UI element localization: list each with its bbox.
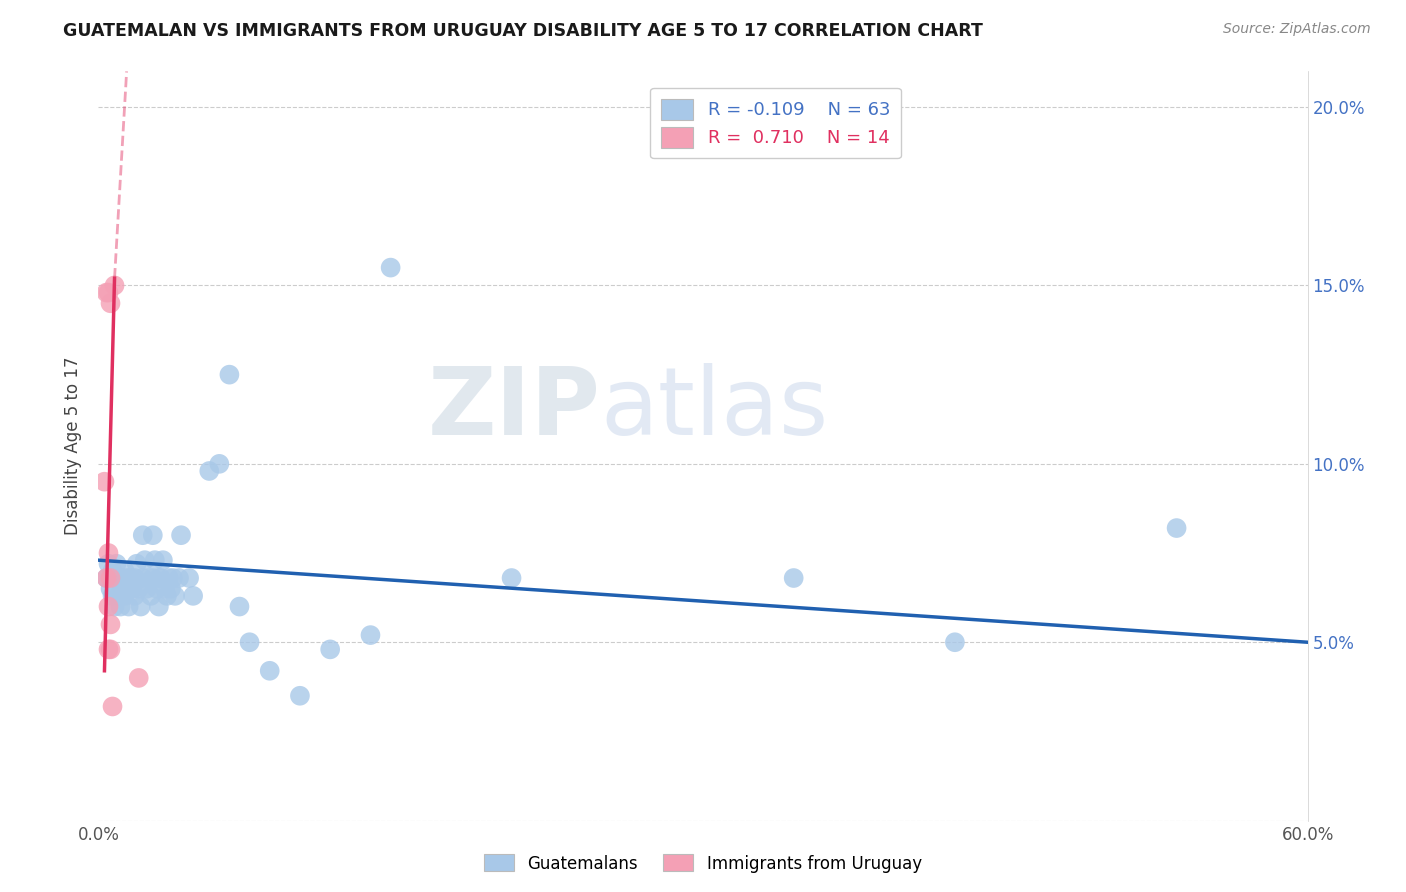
Point	[239, 635, 262, 649]
Point	[101, 564, 124, 578]
Point	[380, 260, 402, 275]
Point	[97, 642, 120, 657]
Point	[100, 582, 122, 596]
Point	[100, 617, 122, 632]
Point	[181, 589, 204, 603]
Point	[118, 599, 141, 614]
Point	[134, 553, 156, 567]
Point	[107, 571, 129, 585]
Point	[115, 571, 138, 585]
Point	[208, 457, 231, 471]
Point	[100, 571, 122, 585]
Point	[100, 642, 122, 657]
Point	[143, 553, 166, 567]
Point	[103, 571, 125, 585]
Point	[162, 571, 184, 585]
Point	[129, 599, 152, 614]
Point	[114, 589, 136, 603]
Point	[118, 582, 141, 596]
Point	[110, 571, 132, 585]
Point	[97, 599, 120, 614]
Point	[125, 557, 148, 571]
Point	[783, 571, 806, 585]
Point	[105, 557, 128, 571]
Point	[167, 571, 190, 585]
Point	[198, 464, 221, 478]
Text: Source: ZipAtlas.com: Source: ZipAtlas.com	[1223, 22, 1371, 37]
Point	[153, 582, 176, 596]
Point	[943, 635, 966, 649]
Point	[97, 285, 120, 300]
Legend: R = -0.109    N = 63, R =  0.710    N = 14: R = -0.109 N = 63, R = 0.710 N = 14	[650, 88, 901, 159]
Point	[103, 599, 125, 614]
Point	[111, 582, 134, 596]
Point	[501, 571, 523, 585]
Point	[288, 689, 311, 703]
Point	[120, 571, 142, 585]
Point	[93, 475, 115, 489]
Point	[163, 589, 186, 603]
Point	[156, 589, 179, 603]
Legend: Guatemalans, Immigrants from Uruguay: Guatemalans, Immigrants from Uruguay	[478, 847, 928, 880]
Point	[132, 571, 155, 585]
Point	[319, 642, 342, 657]
Text: atlas: atlas	[600, 362, 828, 455]
Point	[101, 699, 124, 714]
Point	[148, 599, 170, 614]
Point	[121, 582, 143, 596]
Point	[149, 571, 172, 585]
Point	[160, 582, 183, 596]
Point	[124, 589, 146, 603]
Point	[132, 528, 155, 542]
Point	[170, 528, 193, 542]
Text: GUATEMALAN VS IMMIGRANTS FROM URUGUAY DISABILITY AGE 5 TO 17 CORRELATION CHART: GUATEMALAN VS IMMIGRANTS FROM URUGUAY DI…	[63, 22, 983, 40]
Y-axis label: Disability Age 5 to 17: Disability Age 5 to 17	[65, 357, 83, 535]
Point	[157, 571, 180, 585]
Point	[97, 546, 120, 560]
Point	[100, 296, 122, 310]
Point	[114, 564, 136, 578]
Text: ZIP: ZIP	[427, 362, 600, 455]
Point	[96, 571, 118, 585]
Point	[124, 571, 146, 585]
Point	[360, 628, 382, 642]
Point	[138, 571, 160, 585]
Point	[152, 553, 174, 567]
Point	[139, 589, 162, 603]
Point	[96, 571, 118, 585]
Point	[107, 589, 129, 603]
Point	[110, 599, 132, 614]
Point	[179, 571, 201, 585]
Point	[259, 664, 281, 678]
Point	[96, 285, 118, 300]
Point	[148, 571, 170, 585]
Point	[128, 582, 150, 596]
Point	[146, 582, 169, 596]
Point	[142, 571, 165, 585]
Point	[97, 557, 120, 571]
Point	[135, 582, 157, 596]
Point	[228, 599, 250, 614]
Point	[1166, 521, 1188, 535]
Point	[218, 368, 240, 382]
Point	[103, 278, 125, 293]
Point	[142, 528, 165, 542]
Point	[128, 671, 150, 685]
Point	[101, 589, 124, 603]
